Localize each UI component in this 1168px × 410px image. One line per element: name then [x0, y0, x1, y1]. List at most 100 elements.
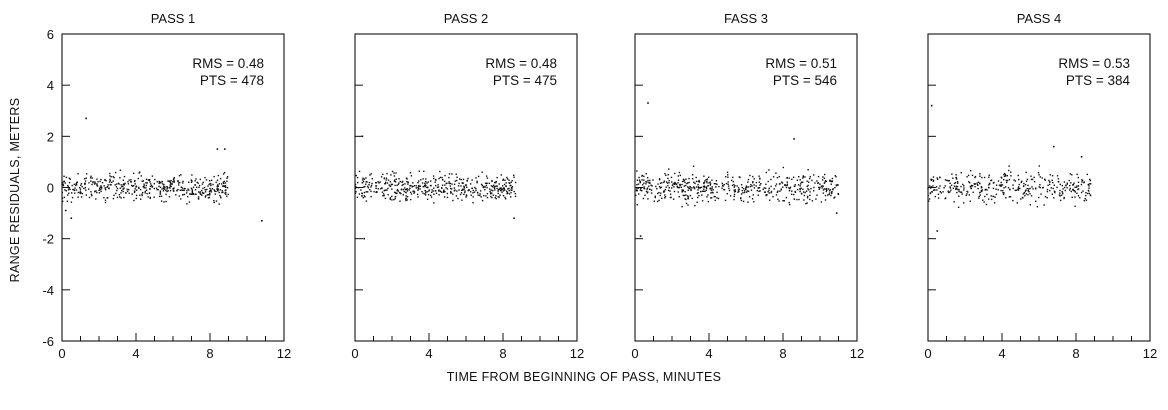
data-point: [153, 196, 155, 198]
data-point: [186, 192, 188, 194]
data-point: [502, 185, 504, 187]
x-tick-label: 0: [58, 346, 65, 361]
data-point: [750, 184, 752, 186]
data-point: [734, 185, 736, 187]
data-point: [172, 187, 174, 190]
data-point: [450, 191, 452, 193]
data-point: [511, 189, 513, 191]
data-point: [123, 183, 125, 185]
data-point: [405, 188, 408, 191]
data-point: [484, 186, 486, 188]
data-point: [665, 174, 667, 176]
data-point: [402, 183, 404, 186]
data-point: [475, 177, 477, 179]
data-point: [971, 174, 974, 177]
data-point: [219, 177, 222, 180]
data-point: [370, 195, 372, 198]
data-point: [191, 193, 193, 195]
data-point: [677, 191, 679, 193]
data-point: [488, 182, 490, 184]
data-point: [803, 194, 806, 197]
data-point: [100, 178, 102, 181]
data-point: [140, 198, 142, 200]
data-point: [451, 173, 453, 175]
data-point: [765, 194, 767, 197]
data-point: [669, 193, 672, 195]
data-point: [828, 193, 830, 196]
data-point: [710, 197, 712, 199]
data-point: [1082, 190, 1084, 192]
data-point: [109, 178, 111, 181]
data-point: [1009, 196, 1012, 198]
data-point: [144, 192, 146, 194]
data-point: [764, 191, 766, 193]
data-point: [513, 174, 515, 176]
data-point: [495, 181, 497, 184]
data-point: [204, 176, 206, 179]
data-point: [409, 172, 412, 174]
data-point: [982, 199, 984, 201]
data-point: [799, 188, 801, 191]
data-point: [369, 189, 371, 191]
data-point: [1084, 198, 1086, 200]
data-point: [656, 200, 659, 203]
data-point: [656, 188, 658, 190]
data-point: [81, 192, 84, 195]
data-point: [752, 194, 754, 196]
data-point: [148, 192, 151, 194]
data-point: [89, 177, 92, 179]
data-point: [85, 173, 88, 175]
data-point: [211, 188, 214, 190]
data-point: [794, 190, 796, 193]
data-point: [489, 192, 492, 194]
data-point: [797, 184, 800, 186]
data-point: [984, 189, 986, 191]
data-point: [677, 175, 679, 177]
data-point: [204, 196, 207, 198]
data-point: [117, 182, 120, 185]
data-point: [1004, 175, 1007, 177]
data-point: [1024, 195, 1026, 197]
data-point: [360, 189, 362, 191]
data-point: [825, 180, 828, 182]
data-point: [953, 201, 955, 203]
data-point: [639, 180, 641, 183]
data-point: [68, 187, 70, 190]
data-point: [151, 186, 153, 188]
data-point: [96, 183, 98, 185]
data-point: [953, 185, 956, 187]
data-point: [109, 172, 111, 175]
data-point: [217, 184, 219, 186]
data-point: [778, 200, 780, 202]
data-point: [207, 194, 209, 196]
data-point: [80, 183, 83, 185]
data-point: [1021, 196, 1024, 199]
data-point: [1048, 179, 1050, 182]
data-point: [84, 182, 86, 185]
data-point: [384, 189, 386, 192]
data-point: [79, 192, 81, 195]
data-point: [723, 188, 725, 191]
data-point: [361, 181, 364, 184]
data-point: [1049, 189, 1051, 192]
data-point: [85, 194, 87, 196]
data-point: [934, 189, 936, 191]
data-point: [90, 193, 93, 195]
data-point: [165, 193, 167, 196]
data-point: [745, 185, 747, 187]
data-point: [451, 183, 453, 185]
data-point: [970, 170, 972, 172]
data-point: [740, 184, 743, 186]
data-point: [96, 191, 98, 194]
data-point: [736, 185, 738, 187]
data-point: [932, 179, 935, 181]
data-point: [459, 178, 461, 180]
data-point: [1010, 175, 1012, 177]
data-point: [212, 183, 214, 186]
data-point: [491, 180, 493, 182]
data-point: [466, 179, 468, 182]
data-point: [647, 191, 649, 193]
data-point: [122, 190, 124, 193]
data-point: [995, 188, 997, 190]
data-point: [726, 193, 728, 195]
